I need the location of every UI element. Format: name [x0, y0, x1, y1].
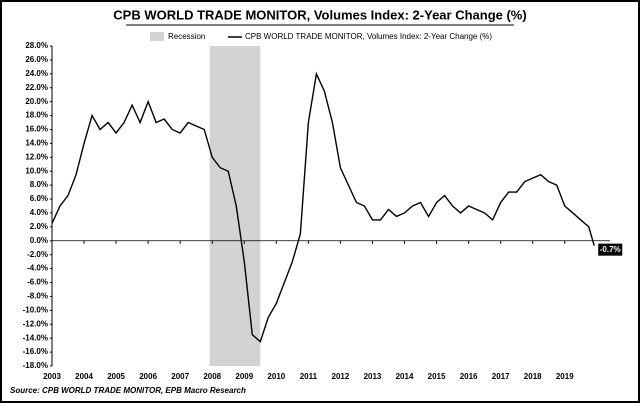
- legend-label: Recession: [168, 32, 205, 41]
- y-tick-label: 22.0%: [25, 83, 48, 92]
- x-tick-label: 2003: [43, 372, 61, 381]
- last-label: -0.7%: [600, 245, 621, 254]
- x-tick-label: 2018: [524, 372, 542, 381]
- y-tick-label: 28.0%: [25, 41, 48, 50]
- y-tick-label: -16.0%: [23, 347, 48, 356]
- y-tick-label: 18.0%: [25, 111, 48, 120]
- series-line: [51, 71, 595, 343]
- x-tick-label: 2012: [332, 372, 350, 381]
- y-tick-label: -4.0%: [27, 264, 48, 273]
- x-tick-label: 2015: [428, 372, 446, 381]
- y-tick-label: -2.0%: [27, 250, 48, 259]
- last-label-box: [598, 243, 623, 256]
- x-tick-label: 2004: [75, 372, 93, 381]
- y-tick-label: -6.0%: [27, 278, 48, 287]
- y-tick-label: 14.0%: [25, 139, 48, 148]
- y-tick-label: -14.0%: [23, 333, 48, 342]
- source: Source: CPB WORLD TRADE MONITOR, EPB Mac…: [10, 386, 246, 395]
- y-tick-label: 6.0%: [30, 194, 48, 203]
- recession-band: [209, 46, 261, 366]
- x-tick-label: 2016: [460, 372, 478, 381]
- chart-title: CPB WORLD TRADE MONITOR, Volumes Index: …: [113, 7, 526, 22]
- legend-swatch: [150, 32, 164, 41]
- x-tick-label: 2006: [139, 372, 157, 381]
- x-tick-label: 2005: [107, 372, 125, 381]
- y-tick-label: 20.0%: [25, 97, 48, 106]
- x-tick-label: 2011: [300, 372, 318, 381]
- x-tick-label: 2017: [492, 372, 510, 381]
- x-tick-label: 2008: [203, 372, 221, 381]
- y-tick-label: 16.0%: [25, 125, 48, 134]
- y-tick-label: -12.0%: [23, 319, 48, 328]
- x-tick-label: 2009: [235, 372, 253, 381]
- x-tick-label: 2013: [364, 372, 382, 381]
- y-tick-label: 12.0%: [25, 152, 48, 161]
- y-tick-label: 24.0%: [25, 69, 48, 78]
- y-tick-label: 2.0%: [30, 222, 48, 231]
- x-tick-label: 2007: [171, 372, 189, 381]
- legend-label: CPB WORLD TRADE MONITOR, Volumes Index: …: [245, 32, 492, 41]
- y-tick-label: -8.0%: [27, 292, 48, 301]
- y-tick-label: 26.0%: [25, 55, 48, 64]
- y-tick-label: 0.0%: [30, 236, 48, 245]
- x-tick-label: 2019: [556, 372, 574, 381]
- y-tick-label: -10.0%: [23, 305, 48, 314]
- y-tick-label: 8.0%: [30, 180, 48, 189]
- x-tick-label: 2014: [396, 372, 414, 381]
- y-tick-label: 4.0%: [30, 208, 48, 217]
- x-tick-label: 2010: [267, 372, 285, 381]
- y-tick-label: 10.0%: [25, 166, 48, 175]
- y-tick-label: -18.0%: [23, 361, 48, 370]
